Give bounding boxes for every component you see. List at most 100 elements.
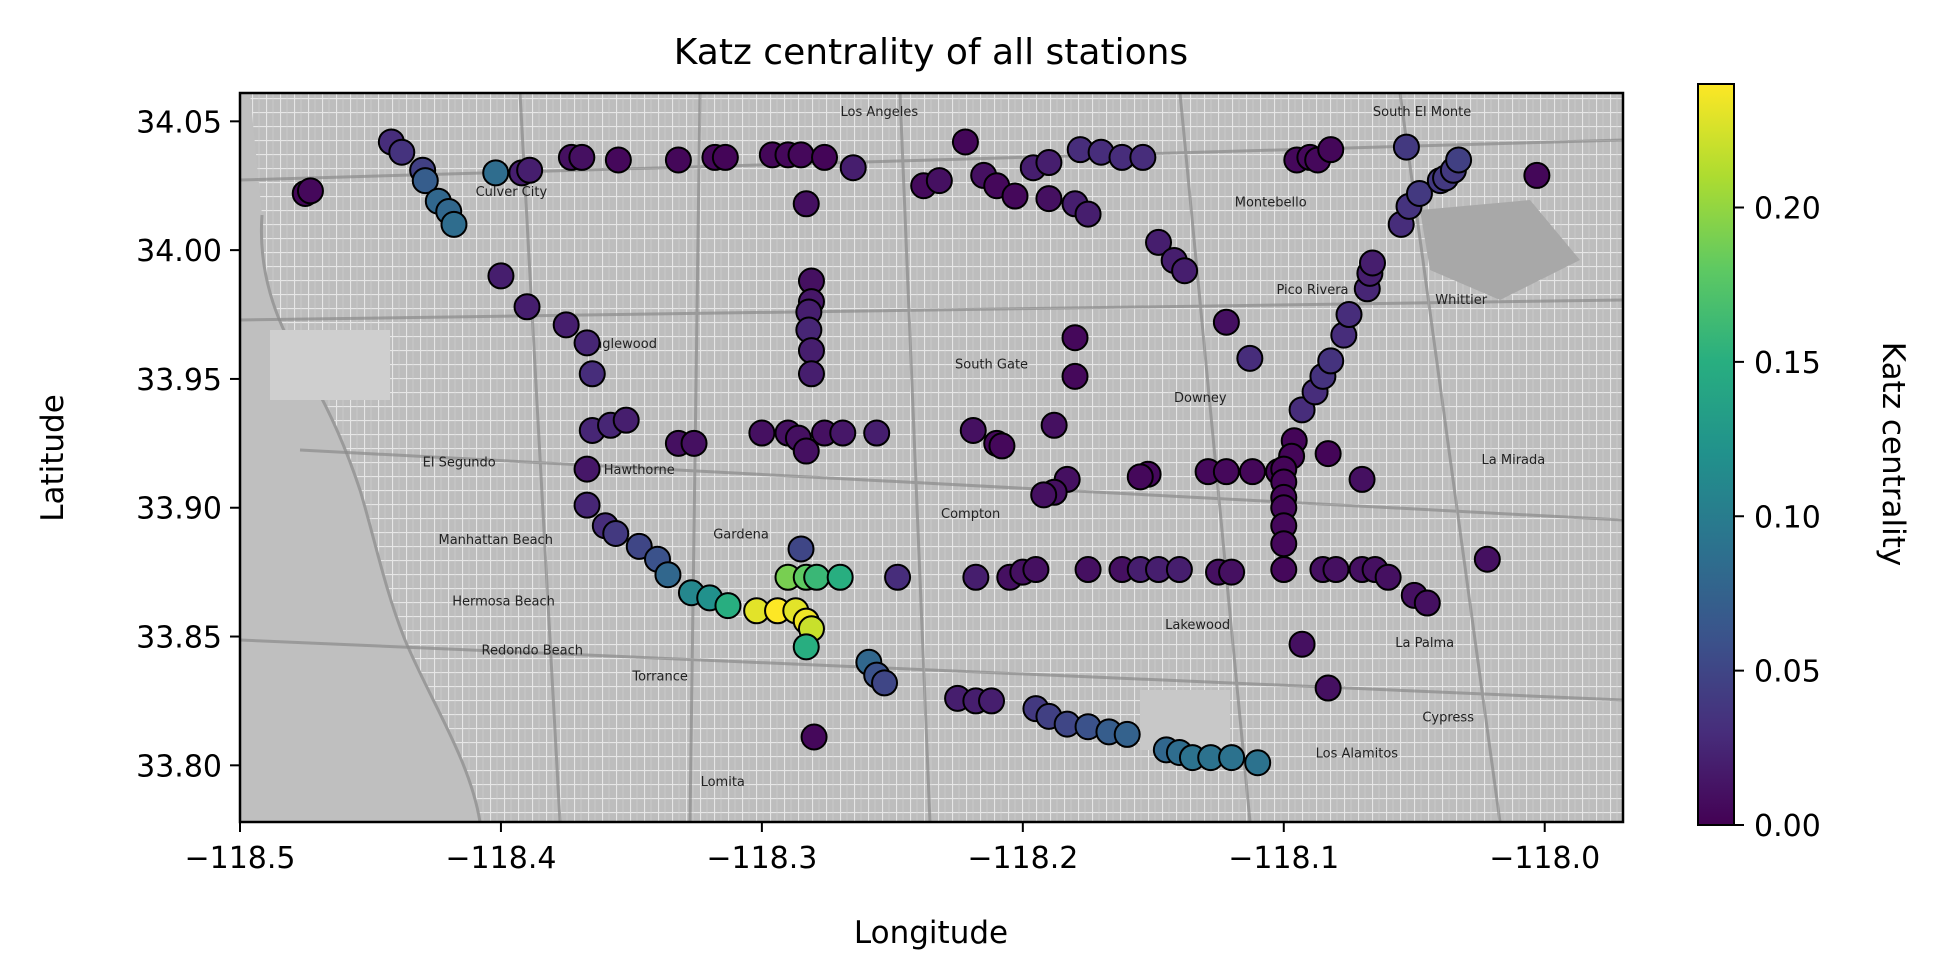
station-point xyxy=(1035,185,1063,213)
map-label: Downey xyxy=(1174,391,1227,406)
station-point xyxy=(552,311,580,339)
colorbar-ticks: 0.00 0.05 0.10 0.15 0.20 xyxy=(1734,192,1821,844)
plot-area: Los Angeles Culver City Inglewood Hawthorne… xyxy=(240,93,1623,822)
y-tick-label: 33.80 xyxy=(136,749,222,784)
x-tick-label: −118.1 xyxy=(1228,841,1339,876)
station-point xyxy=(1473,545,1501,573)
map-label: El Segundo xyxy=(423,456,496,471)
station-point xyxy=(573,491,601,519)
station-point xyxy=(829,419,857,447)
map-label: Redondo Beach xyxy=(482,644,584,659)
coastline xyxy=(259,214,482,822)
colorbar-label: Katz centrality xyxy=(1875,342,1911,566)
station-point xyxy=(1113,720,1141,748)
station-point xyxy=(787,535,815,563)
station-point xyxy=(1270,530,1298,558)
plot-frame xyxy=(238,91,1625,824)
station-point xyxy=(1314,440,1342,468)
x-tick-label: −118.0 xyxy=(1489,841,1600,876)
map-label: Lakewood xyxy=(1165,618,1230,633)
station-point xyxy=(1413,589,1441,617)
station-point xyxy=(1392,133,1420,161)
station-point xyxy=(612,406,640,434)
station-point xyxy=(711,143,739,171)
station-point xyxy=(516,156,544,184)
map-label: South El Monte xyxy=(1373,105,1471,120)
station-point xyxy=(988,432,1016,460)
station-point xyxy=(797,337,825,365)
map-label: Gardena xyxy=(713,528,769,543)
chart-title: Katz centrality of all stations xyxy=(674,32,1188,73)
map-label: Los Angeles xyxy=(840,105,918,120)
station-point xyxy=(388,138,416,166)
station-point xyxy=(792,190,820,218)
map-label: Manhattan Beach xyxy=(439,533,553,548)
station-point xyxy=(573,329,601,357)
station-point xyxy=(1035,149,1063,177)
station-point xyxy=(951,128,979,156)
x-tick-label: −118.3 xyxy=(706,841,817,876)
x-tick-label: −118.5 xyxy=(184,841,295,876)
colorbar-tick-label: 0.10 xyxy=(1754,500,1821,535)
station-point xyxy=(962,563,990,591)
map-label: Montebello xyxy=(1235,195,1307,210)
x-axis-title: Longitude xyxy=(854,915,1008,951)
map-label: South Gate xyxy=(955,358,1028,373)
station-point xyxy=(1074,200,1102,228)
station-point xyxy=(959,416,987,444)
colorbar-gradient xyxy=(1697,83,1735,826)
station-point xyxy=(1001,182,1029,210)
station-point xyxy=(811,143,839,171)
map-label: Hermosa Beach xyxy=(452,595,555,610)
station-point xyxy=(573,455,601,483)
station-point xyxy=(787,141,815,169)
station-point xyxy=(513,293,541,321)
station-point xyxy=(871,669,899,697)
map-labels: Los Angeles Culver City Inglewood Hawthorne… xyxy=(423,93,1546,790)
station-point xyxy=(1126,463,1154,491)
map-label: Torrance xyxy=(631,669,688,684)
station-point xyxy=(839,154,867,182)
map-label: Los Alamitos xyxy=(1316,747,1399,762)
station-point xyxy=(578,360,606,388)
station-point xyxy=(1165,556,1193,584)
y-axis-ticks: 33.80 33.85 33.90 33.95 34.00 34.05 xyxy=(136,105,240,784)
station-point xyxy=(1270,556,1298,584)
station-point xyxy=(1212,458,1240,486)
station-point xyxy=(482,159,510,187)
station-point xyxy=(654,561,682,589)
station-point xyxy=(1405,179,1433,207)
station-point xyxy=(1238,458,1266,486)
station-point xyxy=(1288,396,1316,424)
colorbar-tick-label: 0.05 xyxy=(1754,655,1821,690)
station-point xyxy=(792,437,820,465)
colorbar-tick-label: 0.15 xyxy=(1754,346,1821,381)
station-point xyxy=(1288,630,1316,658)
x-tick-label: −118.4 xyxy=(445,841,556,876)
station-point xyxy=(1061,362,1089,390)
map-label: Lomita xyxy=(701,775,745,790)
station-point xyxy=(1030,481,1058,509)
station-point xyxy=(1218,558,1246,586)
station-point xyxy=(797,360,825,388)
y-tick-label: 33.95 xyxy=(136,363,222,398)
station-point xyxy=(1145,228,1173,256)
colorbar-tick-label: 0.20 xyxy=(1754,192,1821,227)
station-point xyxy=(748,419,776,447)
station-point xyxy=(1314,674,1342,702)
station-point xyxy=(625,532,653,560)
station-point xyxy=(1218,744,1246,772)
y-tick-label: 33.90 xyxy=(136,492,222,527)
map-label: Cypress xyxy=(1422,711,1474,726)
station-point xyxy=(714,592,742,620)
station-point xyxy=(803,563,831,591)
x-axis-ticks: −118.5 −118.4 −118.3 −118.2 −118.1 −118.0 xyxy=(184,822,1600,876)
map-label: Compton xyxy=(941,507,1000,522)
station-point xyxy=(1074,556,1102,584)
park-area xyxy=(1420,200,1580,300)
station-point xyxy=(296,177,324,205)
station-point xyxy=(664,146,692,174)
station-point xyxy=(680,429,708,457)
station-point xyxy=(1022,556,1050,584)
